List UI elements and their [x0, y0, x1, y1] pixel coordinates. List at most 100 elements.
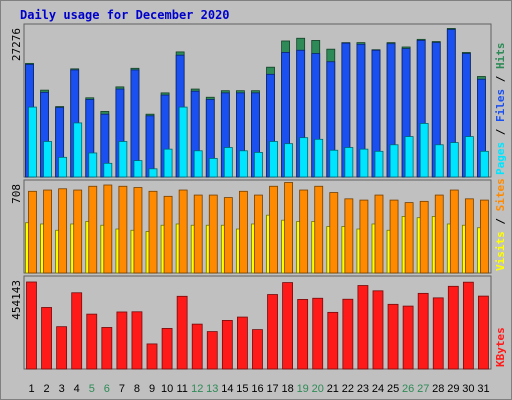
bar-sites: [269, 185, 278, 274]
x-tick-label: 21: [327, 383, 339, 395]
bar-pages: [223, 147, 233, 178]
legend-visits-sites: Visits / Sites: [494, 178, 507, 271]
x-tick-label: 3: [59, 383, 65, 395]
bar-pages: [88, 152, 98, 178]
bar-sites: [329, 192, 339, 274]
x-tick-label: 12: [191, 383, 203, 395]
x-tick-label: 4: [74, 383, 80, 395]
y-max-label-visits-sites: 708: [10, 184, 23, 204]
bar-pages: [329, 149, 339, 178]
bar-pages: [404, 136, 414, 178]
x-tick-label: 11: [176, 383, 187, 395]
bar-sites: [284, 182, 293, 274]
bar-pages: [133, 160, 143, 178]
bar-kbytes: [402, 305, 414, 370]
legend-kbytes: KBytes: [494, 327, 507, 367]
legend-separator: /: [494, 128, 507, 142]
bar-kbytes: [221, 319, 233, 370]
bar-pages: [118, 141, 128, 178]
y-max-label-kbytes: 454143: [10, 280, 23, 320]
x-tick-label: 2: [44, 383, 50, 395]
bar-sites: [389, 199, 399, 274]
bar-pages: [374, 150, 384, 178]
bar-pages: [239, 150, 248, 178]
x-tick-label: 18: [282, 383, 294, 395]
bar-kbytes: [71, 292, 83, 370]
legend-kbytes: KBytes: [494, 327, 507, 367]
bar-kbytes: [312, 297, 324, 370]
x-tick-label: 1: [28, 383, 34, 395]
bar-sites: [344, 198, 354, 274]
bar-pages: [359, 148, 369, 178]
bar-sites: [73, 189, 83, 274]
x-tick-label: 13: [206, 383, 218, 395]
bar-pages: [193, 150, 203, 178]
bar-kbytes: [237, 316, 248, 370]
x-tick-label: 20: [312, 383, 324, 395]
bar-kbytes: [191, 323, 203, 370]
bar-sites: [118, 185, 128, 274]
bar-kbytes: [417, 292, 429, 370]
bar-kbytes: [116, 311, 128, 370]
legend-separator: /: [494, 218, 507, 232]
x-tick-label: 10: [161, 383, 173, 395]
bar-kbytes: [372, 290, 384, 370]
bar-kbytes: [282, 282, 293, 370]
bar-pages: [480, 150, 489, 178]
x-tick-label: 17: [266, 383, 278, 395]
x-tick-label: 26: [402, 383, 414, 395]
x-tick-label: 16: [251, 383, 263, 395]
legend-pages: Pages: [494, 142, 507, 175]
bar-kbytes: [387, 303, 399, 370]
x-tick-label: 5: [89, 383, 95, 395]
bar-kbytes: [26, 281, 37, 370]
legend-visits: Visits: [494, 231, 507, 271]
bar-pages: [314, 138, 324, 178]
bar-kbytes: [176, 295, 188, 370]
chart-title: Daily usage for December 2020: [20, 8, 230, 22]
bar-kbytes: [478, 295, 489, 370]
bar-sites: [299, 189, 309, 274]
x-tick-label: 29: [447, 383, 459, 395]
x-tick-label: 27: [417, 383, 429, 395]
bar-pages: [43, 141, 52, 178]
bar-pages: [254, 152, 263, 178]
bar-sites: [58, 188, 68, 274]
bar-kbytes: [297, 299, 309, 370]
bar-sites: [419, 200, 429, 274]
bar-kbytes: [131, 311, 143, 370]
legend-files: Files: [494, 89, 507, 129]
bar-kbytes: [357, 285, 369, 370]
bar-pages: [449, 142, 459, 178]
x-tick-label: 25: [387, 383, 399, 395]
bar-kbytes: [41, 307, 52, 370]
x-tick-label: 22: [342, 383, 354, 395]
legend-sites: Sites: [494, 178, 507, 218]
legend-hits-files-pages: Pages / Files / Hits: [494, 43, 507, 176]
bar-sites: [28, 190, 37, 274]
x-tick-label: 6: [104, 383, 110, 395]
bar-sites: [133, 187, 143, 274]
bar-sites: [314, 185, 324, 274]
bar-kbytes: [447, 285, 459, 370]
bar-pages: [163, 148, 173, 178]
bar-sites: [88, 185, 98, 274]
bar-pages: [344, 147, 354, 178]
x-tick-label: 31: [477, 383, 489, 395]
bar-pages: [434, 144, 444, 178]
x-tick-label: 24: [372, 383, 384, 395]
bar-pages: [389, 144, 399, 178]
bar-kbytes: [462, 281, 474, 370]
x-tick-label: 9: [149, 383, 155, 395]
bar-pages: [148, 168, 158, 178]
bar-sites: [404, 202, 414, 274]
bar-kbytes: [327, 311, 339, 370]
bar-files: [145, 115, 155, 178]
y-max-label-hits-files-pages: 27276: [10, 28, 23, 61]
bar-kbytes: [101, 327, 113, 370]
bar-sites: [464, 198, 474, 274]
x-tick-label: 15: [236, 383, 248, 395]
bar-sites: [449, 189, 459, 274]
bar-sites: [43, 189, 52, 274]
